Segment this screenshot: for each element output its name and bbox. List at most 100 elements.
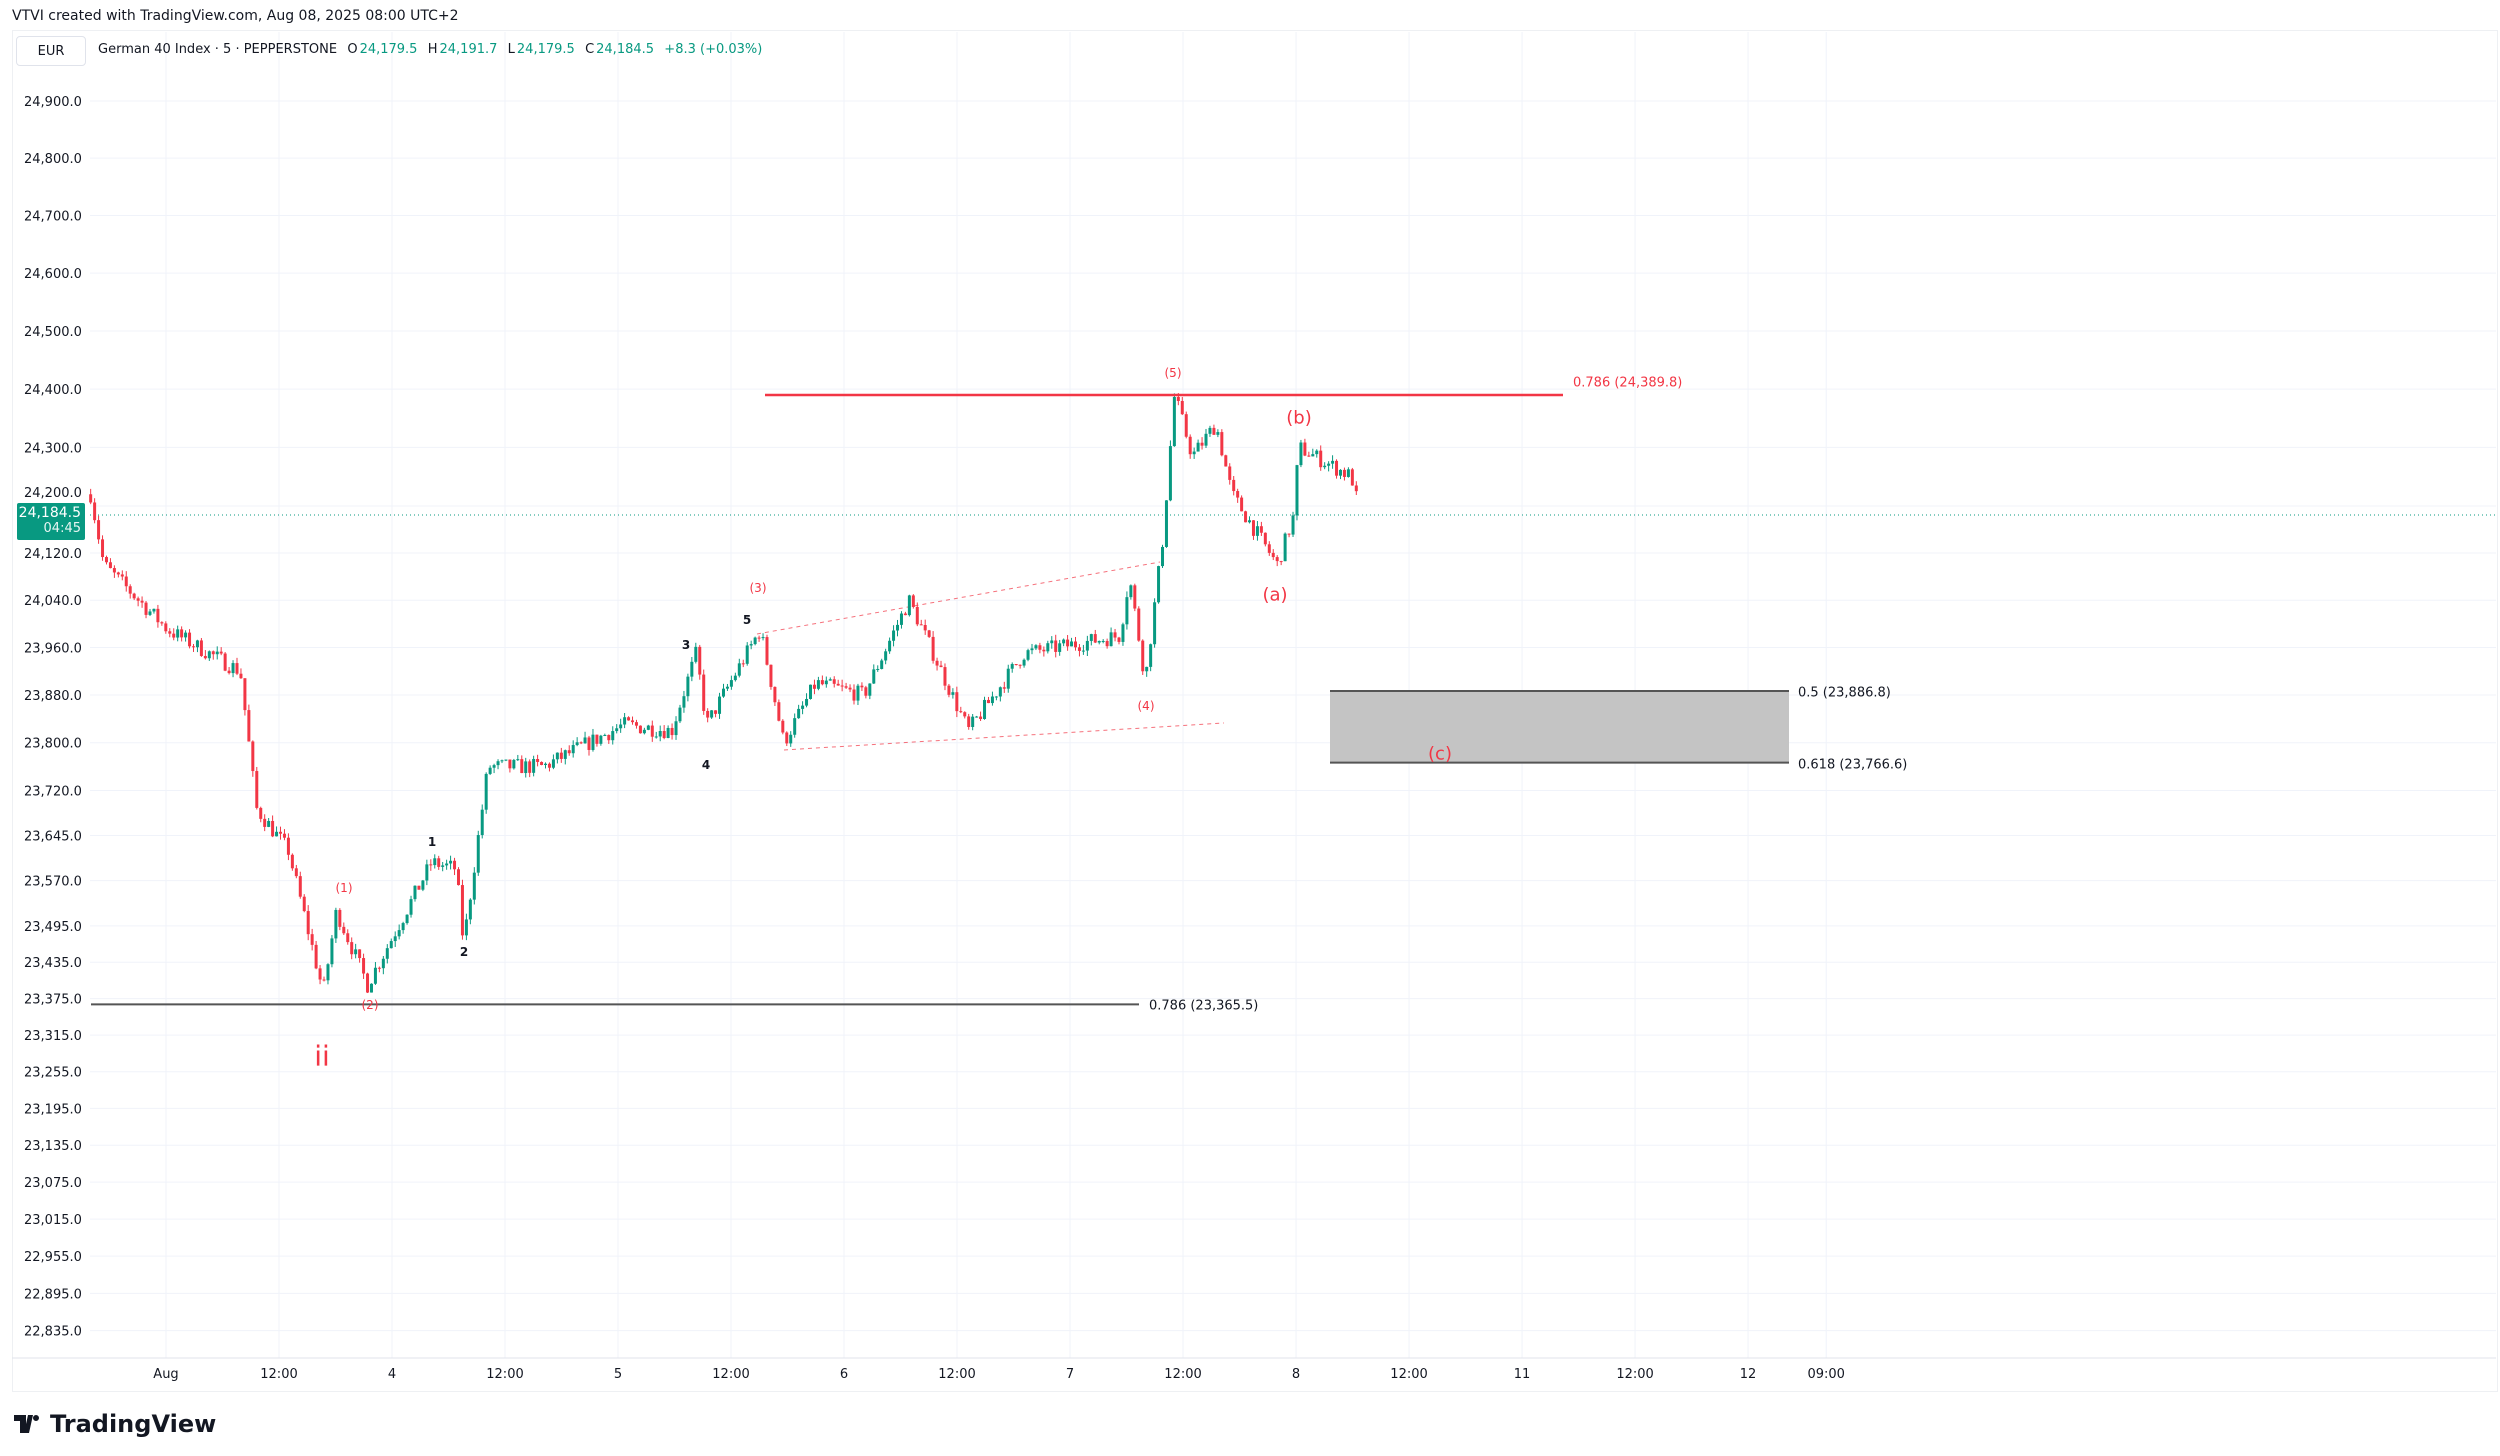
symbol-name[interactable]: German 40 Index · 5 · PEPPERSTONE: [98, 42, 338, 57]
candle-body: [409, 899, 413, 915]
channel-upper-line[interactable]: [756, 561, 1161, 635]
candle-body: [765, 637, 769, 665]
candle-body: [1307, 455, 1311, 457]
price-tick-label: 23,495.0: [24, 920, 82, 935]
candle-body: [852, 689, 856, 701]
price-tick-label: 23,880.0: [24, 689, 82, 704]
candle-body: [136, 598, 140, 601]
candle-body: [306, 911, 310, 935]
candle-body: [979, 716, 983, 719]
candle-body: [429, 864, 433, 866]
candle-body: [401, 923, 405, 931]
candle-body: [1042, 649, 1046, 652]
candle-body: [1220, 432, 1224, 456]
fib-zone-box[interactable]: [1330, 691, 1789, 763]
price-tick-label: 23,375.0: [24, 993, 82, 1008]
candle-body: [259, 807, 263, 819]
candle-body: [939, 665, 943, 668]
fib-label-23766: 0.618 (23,766.6): [1798, 757, 1908, 773]
currency-button[interactable]: EUR: [16, 36, 86, 66]
candle-body: [567, 750, 571, 754]
candle-body: [998, 687, 1002, 697]
candle-body: [247, 710, 251, 742]
time-tick-label: 4: [388, 1367, 396, 1382]
tradingview-logo[interactable]: TradingView: [14, 1410, 216, 1438]
candle-body: [326, 964, 330, 981]
price-tick-label: 23,255.0: [24, 1066, 82, 1081]
candle-body: [148, 611, 152, 615]
candle-body: [199, 640, 203, 656]
candle-body: [915, 606, 919, 625]
wave-label: 4: [701, 758, 711, 772]
price-tick-label: 23,075.0: [24, 1176, 82, 1191]
candle-body: [880, 660, 884, 669]
candle-body: [1113, 632, 1117, 638]
candle-body: [1204, 433, 1208, 446]
candle-body: [1164, 500, 1168, 547]
grid: [90, 32, 2496, 1358]
price-tick-label: 23,570.0: [24, 875, 82, 890]
candle-body: [1283, 533, 1287, 562]
candle-body: [872, 669, 876, 684]
candle-body: [405, 914, 409, 924]
time-tick-label: Aug: [153, 1367, 178, 1382]
price-tick-label: 24,040.0: [24, 594, 82, 609]
price-tick-label: 24,300.0: [24, 441, 82, 456]
candle-body: [777, 702, 781, 721]
candle-body: [1161, 546, 1165, 567]
candle-body: [453, 860, 457, 870]
candle-body: [816, 680, 820, 689]
candle-body: [674, 721, 678, 736]
candle-body: [1066, 639, 1070, 647]
candle-body: [342, 926, 346, 934]
low-label: L: [507, 42, 515, 57]
candle-body: [579, 742, 583, 744]
candle-body: [1085, 640, 1089, 651]
candle-body: [366, 973, 370, 993]
candle-body: [536, 758, 540, 762]
candle-body: [1244, 511, 1248, 523]
wave-label: (a): [1262, 584, 1288, 606]
candle-body: [223, 653, 227, 671]
wave-label: 5: [742, 613, 752, 627]
candle-body: [1271, 552, 1275, 558]
candle-body: [116, 572, 120, 575]
price-tick-label: 23,015.0: [24, 1213, 82, 1228]
candle-body: [1184, 414, 1188, 437]
candle-body: [227, 670, 231, 674]
symbol-legend: German 40 Index · 5 · PEPPERSTONE O 24,17…: [98, 42, 764, 57]
candle-body: [101, 539, 105, 558]
price-tick-label: 23,435.0: [24, 956, 82, 971]
candle-body: [1299, 442, 1303, 466]
candle-body: [132, 593, 136, 599]
candle-body: [706, 710, 710, 718]
fib-label-23365: 0.786 (23,365.5): [1149, 998, 1259, 1014]
change-value: +8.3 (+0.03%): [664, 42, 763, 57]
candle-body: [690, 661, 694, 677]
candle-body: [1038, 645, 1042, 650]
candle-body: [698, 646, 702, 675]
candle-body: [389, 941, 393, 949]
candle-body: [231, 663, 235, 674]
channel-lower-line[interactable]: [783, 722, 1225, 751]
price-tick-label: 24,400.0: [24, 383, 82, 398]
candle-body: [1125, 597, 1129, 625]
candle-body: [128, 586, 132, 594]
candle-body: [1026, 650, 1030, 660]
candle-body: [207, 651, 211, 659]
time-tick-label: 7: [1066, 1367, 1074, 1382]
attribution-text: VTVI created with TradingView.com, Aug 0…: [12, 8, 459, 24]
candles: [89, 393, 1358, 994]
candle-body: [484, 773, 488, 810]
candle-body: [868, 683, 872, 696]
candle-body: [575, 742, 579, 746]
time-tick-label: 09:00: [1807, 1367, 1844, 1382]
time-tick-label: 12: [1740, 1367, 1757, 1382]
candle-body: [1232, 479, 1236, 492]
candle-body: [1311, 454, 1315, 457]
candle-body: [1050, 640, 1054, 644]
candle-body: [421, 880, 425, 890]
candle-body: [1058, 643, 1062, 652]
candle-body: [1149, 644, 1153, 667]
